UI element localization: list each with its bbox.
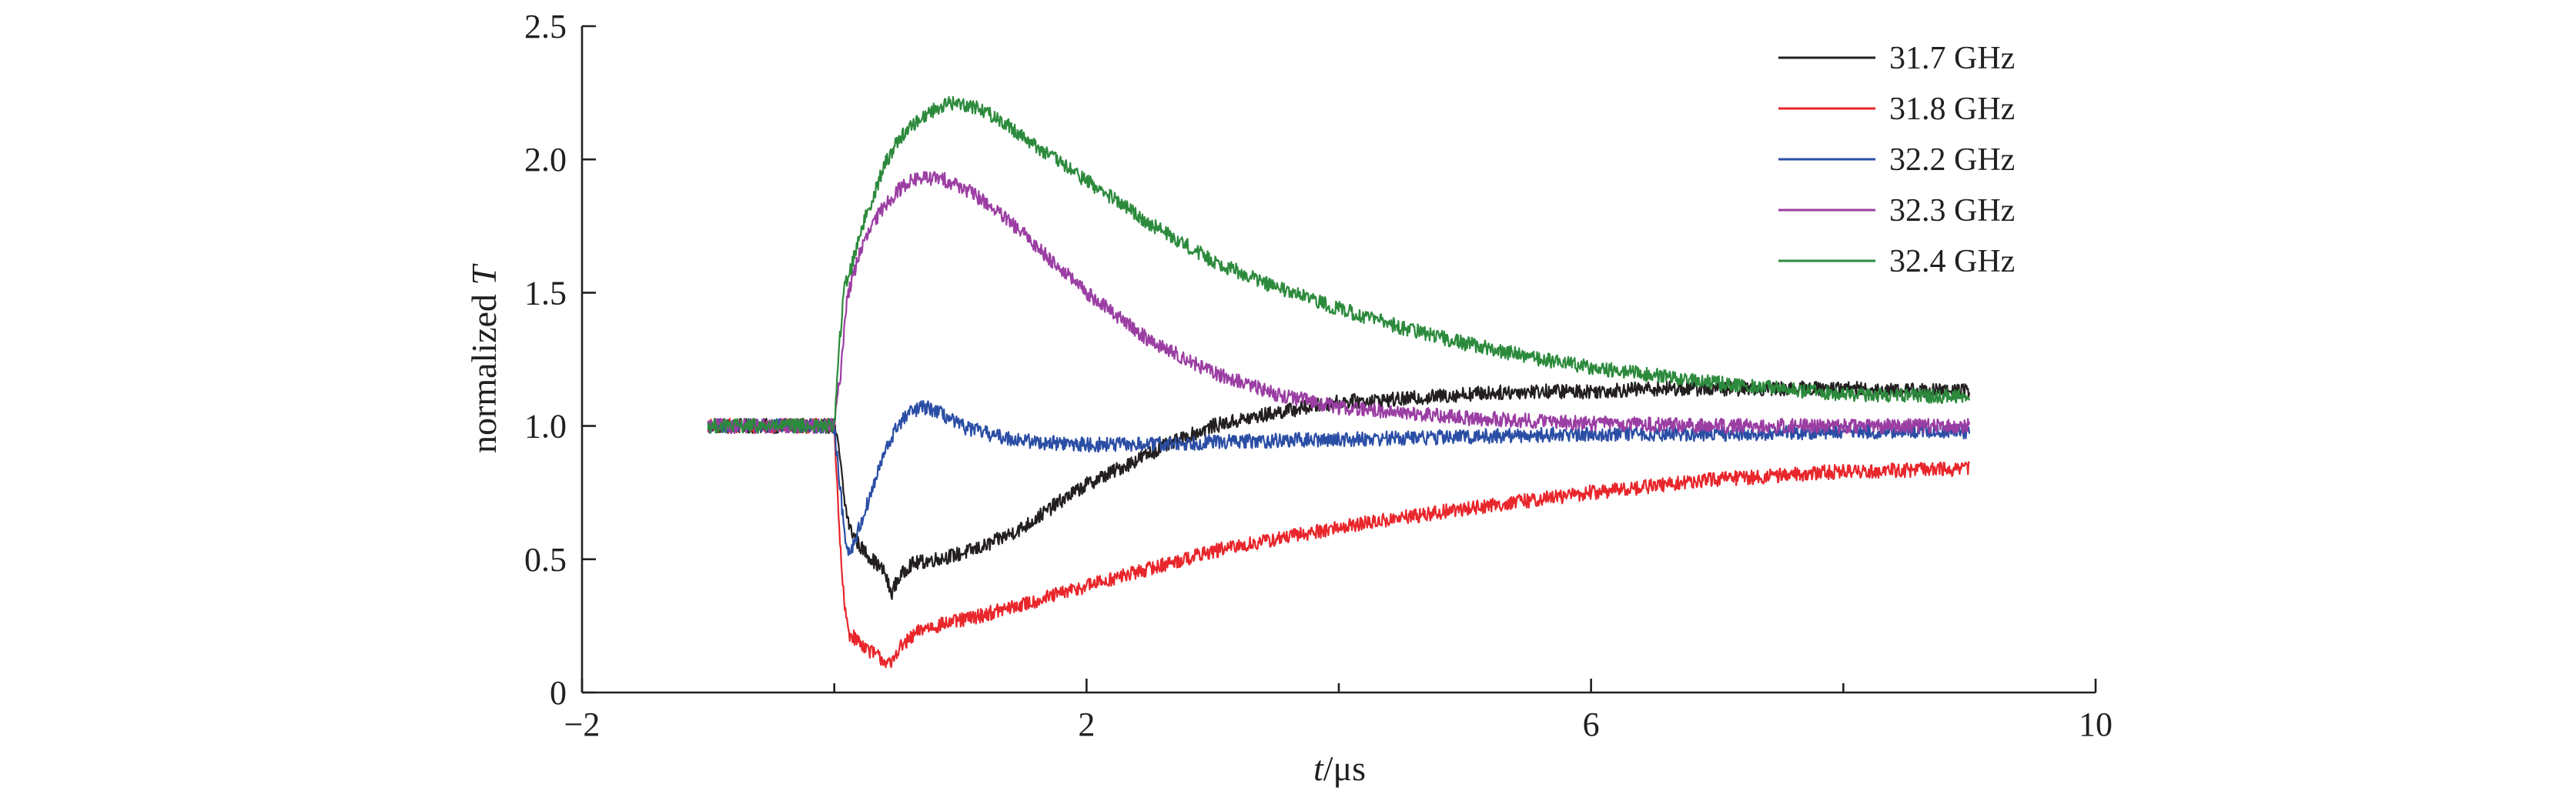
legend: 31.7 GHz 31.8 GHz 32.2 GHz 32.3 GHz 32.4 GHz (1778, 41, 2015, 279)
y-tick-label: 0.5 (524, 541, 567, 579)
y-tick-label: 0 (550, 674, 567, 712)
y-tick-label: 2.5 (524, 8, 567, 45)
x-tick-label: 6 (1583, 706, 1600, 743)
y-tick-label: 2.0 (524, 141, 567, 179)
x-axis-title-italic: t (1313, 749, 1324, 788)
y-tick-label: 1.5 (524, 274, 567, 312)
x-axis-title-unit: /μs (1323, 749, 1366, 788)
legend-label: 31.8 GHz (1889, 92, 2015, 127)
series-line-31-8-ghz (707, 418, 1970, 669)
plot-area (580, 26, 2096, 694)
x-tick-label: 10 (2079, 706, 2113, 743)
series-line-32-2-ghz (708, 399, 1971, 556)
y-axis-title: normalized T (464, 263, 503, 453)
y-axis-title-italic: T (464, 263, 503, 285)
series-layer (707, 95, 1971, 669)
x-tick-label: −2 (564, 706, 601, 743)
y-tick-label: 1.0 (524, 408, 567, 446)
legend-label: 32.4 GHz (1889, 244, 2015, 279)
legend-label: 31.7 GHz (1889, 41, 2015, 76)
legend-label: 32.2 GHz (1889, 142, 2015, 178)
series-line-32-3-ghz (707, 171, 1971, 435)
series-line-32-4-ghz (707, 95, 1971, 435)
axis-ticks: −2 2 6 10 0 0.5 1.0 1.5 2.0 2.5 (524, 8, 2113, 743)
y-axis-title-text: normalized (464, 285, 503, 453)
x-axis-title: t/μs (1313, 749, 1366, 788)
x-tick-label: 2 (1078, 706, 1095, 743)
legend-label: 32.3 GHz (1889, 193, 2015, 229)
